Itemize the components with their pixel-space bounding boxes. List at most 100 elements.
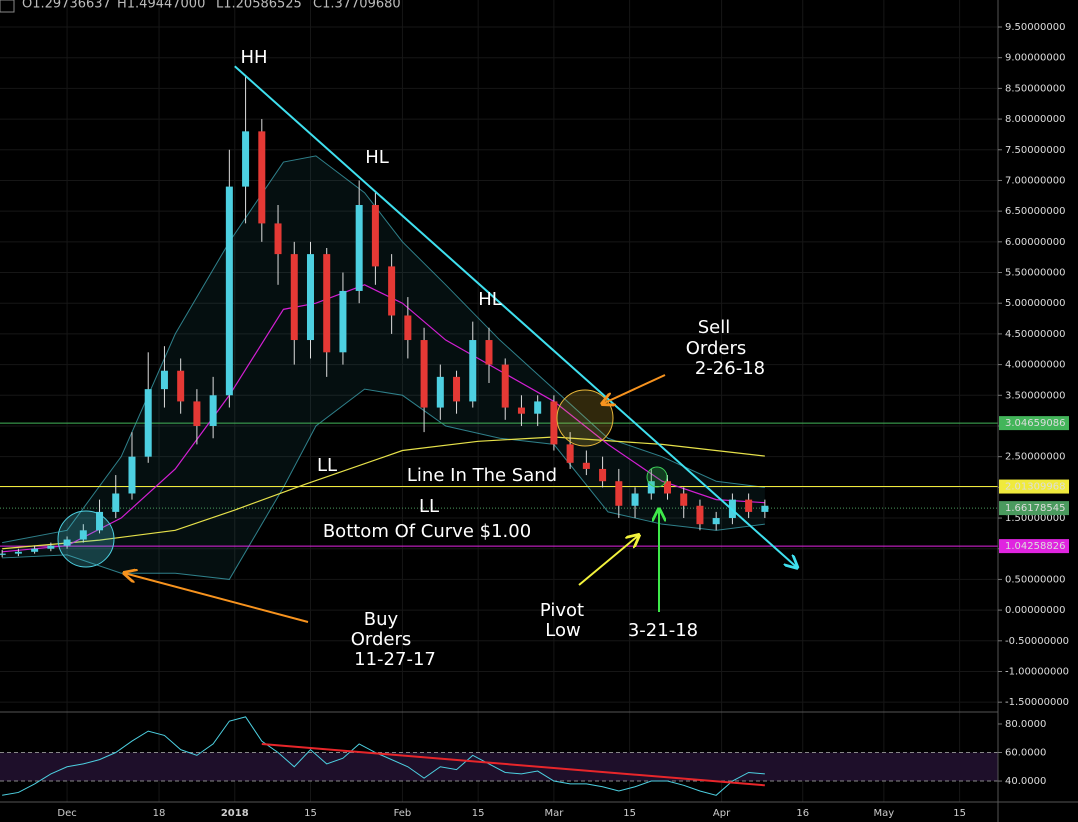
annotation: Sell <box>698 317 731 338</box>
rsi-tick-label: 40.0000 <box>1005 776 1046 787</box>
y-tick-label: 7.50000000 <box>1005 145 1065 156</box>
trendline <box>234 65 798 567</box>
candle-body <box>31 548 39 552</box>
x-tick-label: Feb <box>394 808 412 819</box>
candle-body <box>128 456 136 494</box>
y-tick-label: 4.00000000 <box>1005 360 1065 371</box>
candle-body <box>96 511 104 531</box>
candle-body <box>615 481 623 506</box>
candle-body <box>112 493 120 512</box>
price-pane <box>0 65 998 580</box>
y-tick-label: 8.00000000 <box>1005 114 1065 125</box>
candle-body <box>79 530 87 540</box>
annotation: Bottom Of Curve $1.00 <box>323 521 531 542</box>
candle-body <box>745 499 753 512</box>
annotation: 3-21-18 <box>628 620 698 641</box>
candle-body <box>420 340 428 408</box>
annotation: 2-26-18 <box>695 358 765 379</box>
candle-body <box>534 401 542 414</box>
candle-body <box>47 545 55 549</box>
price-label-box <box>999 501 1069 516</box>
candle-body <box>371 205 379 267</box>
header-low: L1.20586525 <box>216 0 302 12</box>
candle-body <box>566 444 574 463</box>
y-tick-label: 1.50000000 <box>1005 513 1065 524</box>
price-label-box <box>999 479 1069 494</box>
candle-body <box>517 407 525 414</box>
price-label: 2.01309968 <box>1005 482 1065 493</box>
candle-body <box>242 131 250 187</box>
header-high: H1.49447000 <box>117 0 205 12</box>
candle-body <box>501 364 509 408</box>
y-tick-label: 5.50000000 <box>1005 268 1065 279</box>
candle-body <box>485 340 493 365</box>
candle-body <box>258 131 266 224</box>
candle-body <box>453 376 461 402</box>
x-tick-label: Apr <box>713 808 731 819</box>
annotation: Orders <box>351 629 412 650</box>
y-tick-label: 4.50000000 <box>1005 329 1065 340</box>
candle-body <box>469 340 477 402</box>
sell-circle <box>556 389 614 447</box>
candle-body <box>177 370 185 402</box>
moving-average <box>2 284 765 553</box>
x-tick-label: 16 <box>796 808 809 819</box>
y-tick-label: 0.50000000 <box>1005 574 1065 585</box>
candle-body <box>209 395 217 426</box>
candle-body <box>582 462 590 469</box>
candle-body <box>436 376 444 408</box>
pivot-circle <box>646 466 668 488</box>
rsi-band <box>0 752 998 782</box>
candle-body <box>290 254 298 341</box>
header-open: O1.29736637 <box>22 0 111 12</box>
candle-body <box>0 553 6 555</box>
y-tick-label: 0.00000000 <box>1005 605 1065 616</box>
rsi-tick-label: 60.0000 <box>1005 748 1046 759</box>
x-tick-label: Mar <box>544 808 564 819</box>
annotation: Pivot <box>540 600 584 621</box>
annotation: Buy <box>364 609 399 630</box>
candle-body <box>193 401 201 426</box>
candle-body <box>323 254 331 353</box>
axes: Dec 18 2018 15 Feb 15 Mar 15 Apr 16 May 15 9.5000000… <box>57 22 1069 819</box>
x-tick-label: 15 <box>472 808 485 819</box>
annotation: 11-27-17 <box>354 649 436 670</box>
candle-body <box>388 266 396 316</box>
y-tick-label: 3.50000000 <box>1005 390 1065 401</box>
annotation: LL <box>317 455 337 476</box>
header-icon[interactable] <box>0 0 15 13</box>
grid <box>0 0 998 802</box>
rsi-tick-label: 80.0000 <box>1005 719 1046 730</box>
price-label: 1.66178545 <box>1005 503 1065 514</box>
moving-average <box>2 436 765 550</box>
pivot-arrow <box>578 535 639 586</box>
y-tick-label: 6.00000000 <box>1005 237 1065 248</box>
header-close: C1.37709680 <box>313 0 401 12</box>
x-tick-label: 18 <box>153 808 166 819</box>
candle-body <box>550 401 558 445</box>
candle-body <box>225 186 233 396</box>
price-label: 1.04258826 <box>1005 541 1065 552</box>
candle-body <box>14 551 22 554</box>
candle-body <box>599 468 607 482</box>
y-tick-label: 7.00000000 <box>1005 175 1065 186</box>
candle-body <box>712 518 720 525</box>
annotation: HL <box>365 147 389 168</box>
candle-body <box>647 481 655 494</box>
sell-arrow <box>602 374 666 404</box>
candle-body <box>160 370 168 390</box>
rsi-divergence <box>261 742 765 787</box>
annotation: LL <box>419 496 439 517</box>
price-label: 3.04659086 <box>1005 418 1065 429</box>
buy-arrow <box>124 573 309 623</box>
y-tick-label: -1.00000000 <box>1005 666 1069 677</box>
y-tick-label: 6.50000000 <box>1005 206 1065 217</box>
candle-body <box>306 254 314 341</box>
candle-body <box>696 505 704 525</box>
y-tick-label: 9.50000000 <box>1005 22 1065 33</box>
rsi-line <box>2 716 765 796</box>
candle-body <box>680 493 688 506</box>
candle-body <box>339 290 347 353</box>
y-tick-label: -0.50000000 <box>1005 636 1069 647</box>
